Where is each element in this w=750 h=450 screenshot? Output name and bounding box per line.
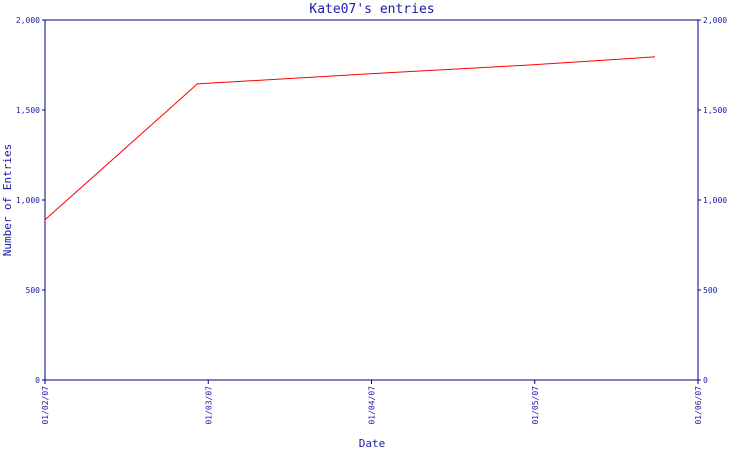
- x-axis-label: Date: [359, 437, 386, 450]
- data-point: [365, 73, 367, 75]
- y-axis-left: 0 500 1,000 1,500 2,000: [16, 16, 45, 385]
- x-axis: 01/02/07 01/03/07 01/04/07 01/05/07 01/06/07: [41, 380, 703, 425]
- x-tick-label: 01/06/07: [694, 386, 703, 425]
- series-layer: [44, 56, 656, 221]
- x-tick-label: 01/05/07: [531, 386, 540, 425]
- data-point: [653, 56, 656, 58]
- data-point: [196, 83, 198, 85]
- y-tick-label-left: 1,000: [16, 196, 40, 205]
- y-axis-right: 0 500 1,000 1,500 2,000: [698, 16, 727, 385]
- y-tick-label-right: 500: [703, 286, 718, 295]
- x-tick-label: 01/03/07: [204, 386, 213, 425]
- y-axis-label: Number of Entries: [1, 144, 14, 257]
- y-tick-label-left: 1,500: [16, 106, 40, 115]
- data-point: [44, 219, 46, 221]
- y-tick-label-right: 2,000: [703, 16, 727, 25]
- x-tick-label: 01/02/07: [41, 386, 50, 425]
- y-tick-label-left: 0: [35, 376, 40, 385]
- plot-area: [44, 19, 699, 381]
- chart-title: Kate07's entries: [309, 2, 434, 17]
- x-tick-label: 01/04/07: [368, 386, 377, 425]
- data-point: [528, 64, 530, 66]
- y-tick-label-right: 1,500: [703, 106, 727, 115]
- y-tick-label-left: 500: [26, 286, 41, 295]
- y-tick-label-right: 1,000: [703, 196, 727, 205]
- y-tick-label-right: 0: [703, 376, 708, 385]
- y-tick-label-left: 2,000: [16, 16, 40, 25]
